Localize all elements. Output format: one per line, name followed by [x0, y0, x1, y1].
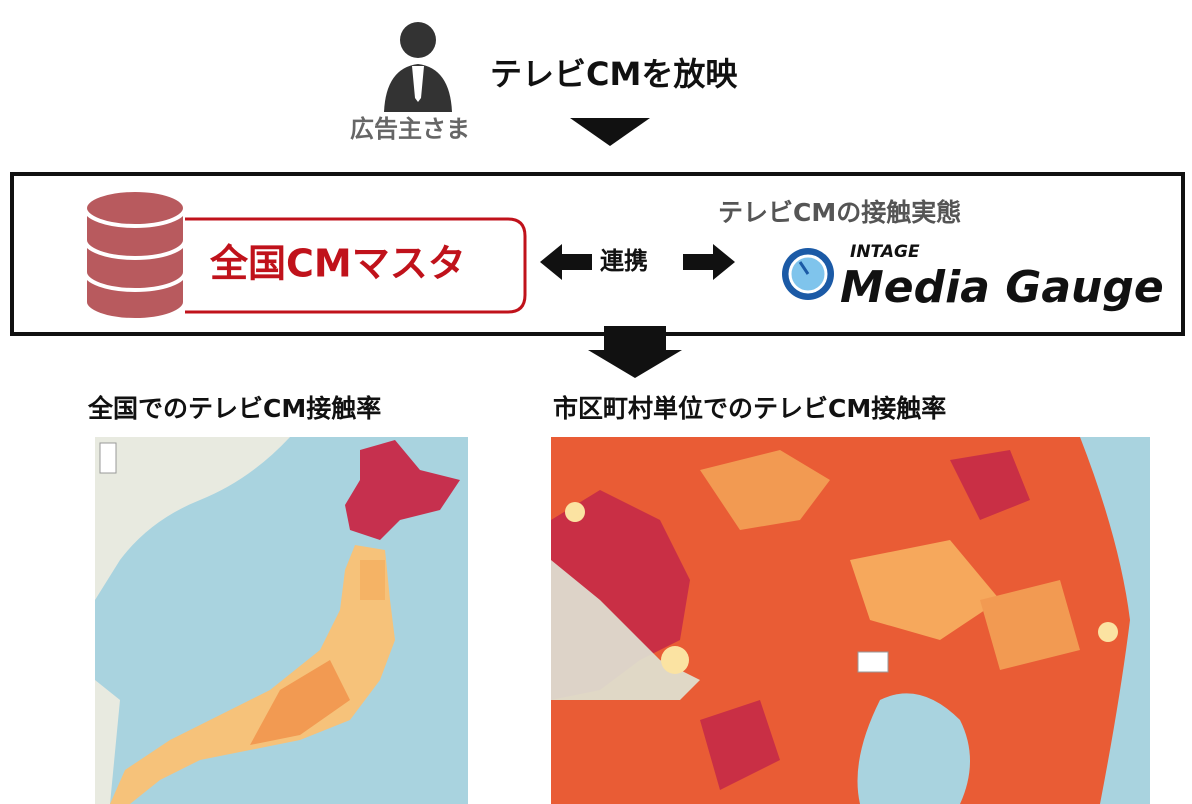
actor-label: 広告主さま	[350, 115, 470, 143]
title: テレビCMを放映	[490, 55, 737, 93]
flow-box	[10, 172, 1185, 336]
logo-name: Media Gauge	[840, 262, 1164, 313]
partner-caption: テレビCMの接触実態	[718, 198, 961, 227]
right-arrow	[683, 244, 735, 280]
left-arrow	[540, 244, 592, 280]
map-title: 市区町村単位でのテレビCM接触率	[553, 394, 946, 423]
master-label: 全国CMマスタ	[209, 242, 466, 286]
down-arrow-2	[588, 326, 682, 378]
japan-map	[95, 437, 468, 804]
logo-brand: INTAGE	[850, 242, 920, 262]
database-icon	[83, 188, 187, 322]
advertiser-icon	[384, 22, 452, 112]
kanto-map	[551, 437, 1150, 804]
link-label: 連携	[600, 247, 648, 275]
map-title: 全国でのテレビCM接触率	[87, 394, 381, 423]
down-arrow	[570, 118, 650, 146]
master-bracket	[185, 217, 527, 314]
logo-icon	[782, 248, 834, 300]
